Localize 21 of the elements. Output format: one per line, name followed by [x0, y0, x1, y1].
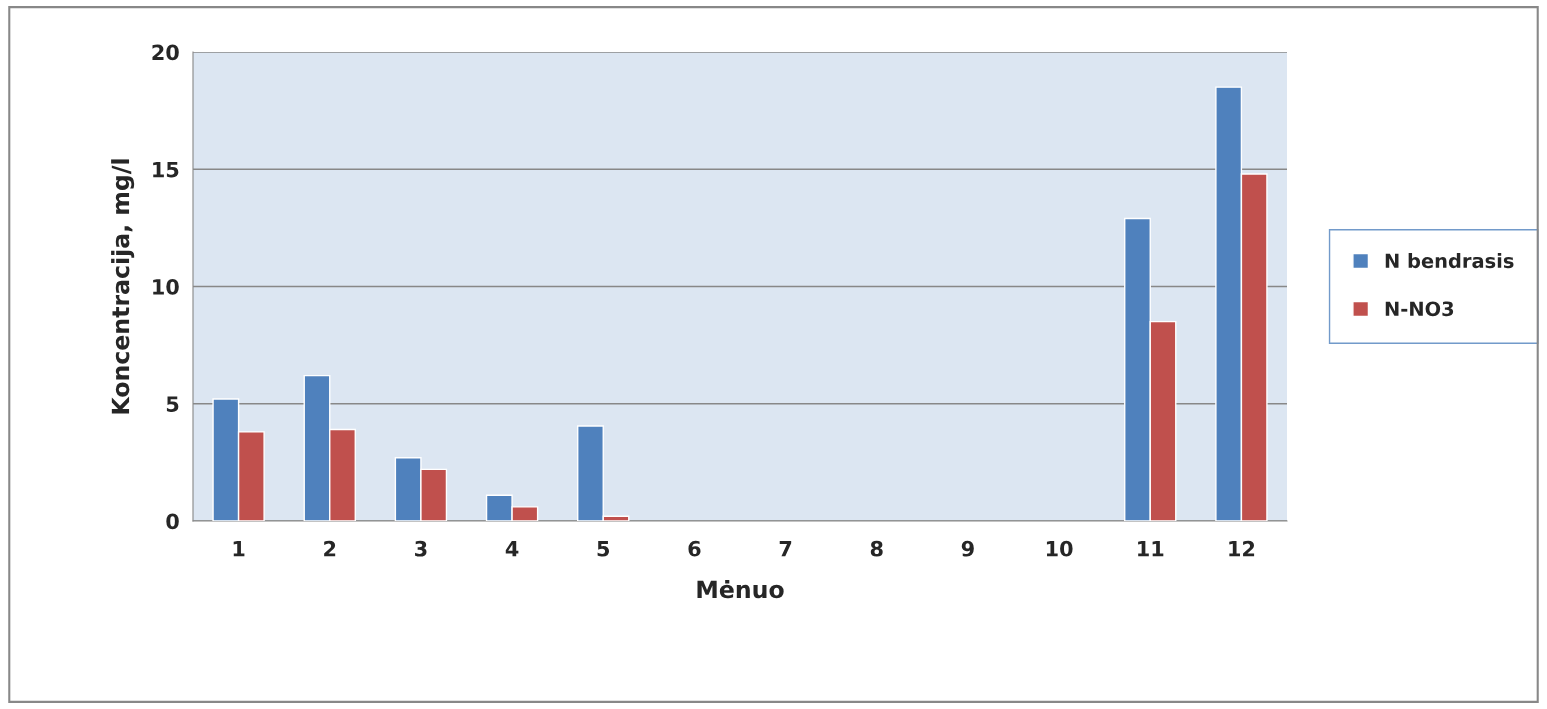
- x-tick-label: 11: [1138, 541, 1164, 557]
- x-tick-label: 9: [961, 540, 974, 557]
- y-axis-title: Koncentracija, mg/l: [111, 159, 135, 414]
- x-tick-label: 4: [505, 541, 519, 557]
- x-tick-label: 7: [779, 541, 792, 557]
- y-tick-label: 10: [153, 278, 179, 295]
- y-tick-label: 5: [166, 396, 179, 412]
- x-tick-label: 5: [597, 541, 610, 557]
- x-tick-label: 12: [1229, 540, 1255, 557]
- x-tick-label: 2: [324, 540, 336, 557]
- legend-label: N-NO3: [1385, 301, 1454, 317]
- x-tick-label: 10: [1046, 540, 1073, 557]
- x-axis-title: Mėnuo: [697, 580, 784, 599]
- x-tick-label: 8: [870, 540, 883, 557]
- y-tick-label: 0: [166, 513, 179, 530]
- x-tick-label: 1: [233, 541, 245, 557]
- x-tick-label: 6: [688, 540, 701, 557]
- y-tick-label: 20: [152, 44, 179, 61]
- y-tick-label: 15: [153, 161, 179, 178]
- x-tick-label: 3: [415, 540, 427, 557]
- legend-label: N bendrasis: [1385, 253, 1514, 269]
